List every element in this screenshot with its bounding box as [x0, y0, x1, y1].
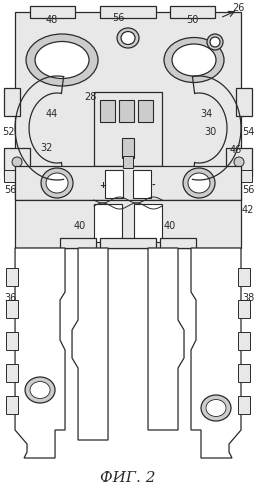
Bar [226, 148, 252, 176]
Bar [4, 148, 30, 176]
Bar [94, 92, 162, 166]
Ellipse shape [25, 377, 55, 403]
Ellipse shape [30, 381, 50, 398]
Text: 52: 52 [2, 127, 14, 137]
Text: 40: 40 [164, 221, 176, 231]
Text: 56: 56 [112, 13, 124, 23]
Text: 42: 42 [242, 205, 254, 215]
Bar [238, 332, 250, 350]
Bar [238, 268, 250, 286]
Bar [94, 204, 122, 242]
Ellipse shape [234, 157, 244, 167]
Ellipse shape [46, 173, 68, 193]
Bar [170, 6, 215, 18]
Bar [133, 170, 151, 198]
Bar [6, 364, 18, 382]
Text: 28: 28 [84, 92, 96, 102]
Text: ФИГ. 2: ФИГ. 2 [100, 471, 156, 485]
Ellipse shape [35, 41, 89, 79]
Bar [240, 170, 252, 182]
Ellipse shape [41, 168, 73, 198]
Ellipse shape [201, 395, 231, 421]
Bar [238, 300, 250, 318]
Polygon shape [72, 248, 108, 440]
Bar [100, 100, 115, 122]
Text: 48: 48 [46, 15, 58, 25]
Bar [6, 268, 18, 286]
Text: -: - [151, 180, 155, 190]
Bar [134, 204, 162, 242]
Text: 26: 26 [232, 3, 244, 13]
Text: 44: 44 [46, 109, 58, 119]
Text: 38: 38 [242, 293, 254, 303]
Bar [238, 396, 250, 414]
Text: 32: 32 [40, 143, 52, 153]
Ellipse shape [26, 34, 98, 86]
Bar [138, 100, 153, 122]
Bar [6, 396, 18, 414]
Bar [119, 100, 134, 122]
Bar [105, 170, 123, 198]
Polygon shape [191, 248, 241, 458]
Text: 56: 56 [4, 185, 16, 195]
Ellipse shape [12, 157, 22, 167]
Text: 30: 30 [204, 127, 216, 137]
Ellipse shape [164, 37, 224, 83]
Bar [60, 238, 96, 248]
Text: 50: 50 [186, 15, 198, 25]
Text: 54: 54 [242, 127, 254, 137]
Bar [30, 6, 75, 18]
Bar [4, 170, 16, 182]
Bar [15, 12, 241, 200]
Polygon shape [15, 248, 65, 458]
Bar [4, 88, 20, 116]
Bar [100, 238, 156, 248]
Text: +: + [100, 180, 106, 190]
Bar [15, 200, 241, 248]
Ellipse shape [117, 28, 139, 48]
Text: 40: 40 [74, 221, 86, 231]
Text: 46: 46 [230, 145, 242, 155]
Bar [122, 138, 134, 158]
Bar [238, 364, 250, 382]
Ellipse shape [207, 34, 223, 50]
Ellipse shape [210, 37, 220, 47]
Bar [160, 238, 196, 248]
Bar [6, 300, 18, 318]
Ellipse shape [206, 399, 226, 416]
Polygon shape [148, 248, 184, 430]
Bar [100, 6, 156, 18]
Ellipse shape [183, 168, 215, 198]
Text: 36: 36 [4, 293, 16, 303]
Text: 34: 34 [200, 109, 212, 119]
Bar [123, 156, 133, 168]
Bar [236, 88, 252, 116]
Bar [6, 332, 18, 350]
Bar [15, 166, 241, 200]
Ellipse shape [188, 173, 210, 193]
Text: 56: 56 [242, 185, 254, 195]
Ellipse shape [121, 31, 135, 44]
Ellipse shape [172, 44, 216, 76]
